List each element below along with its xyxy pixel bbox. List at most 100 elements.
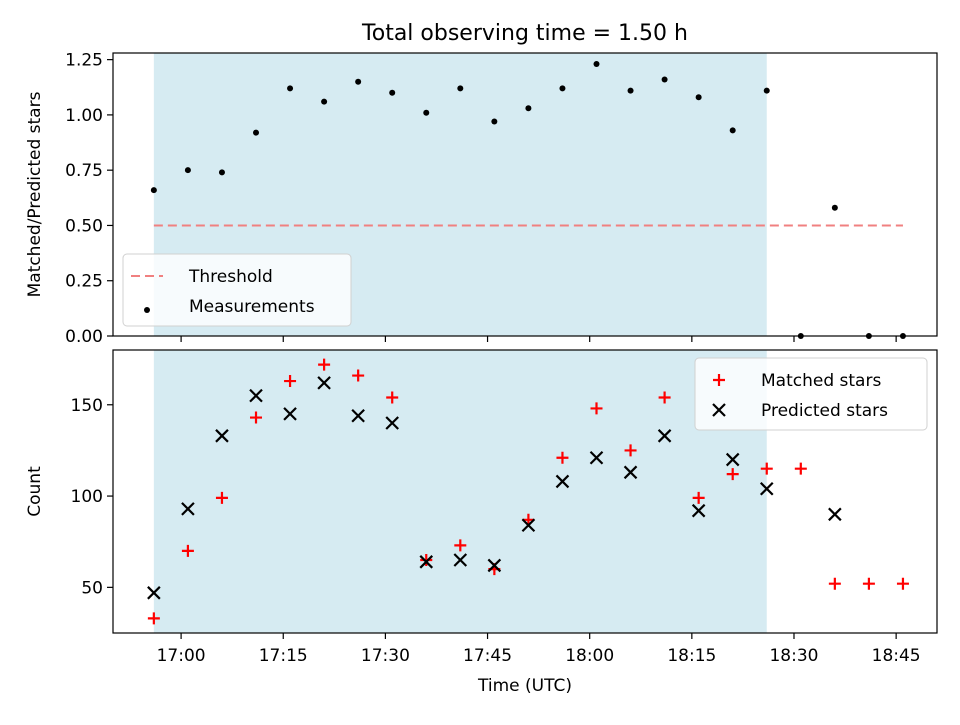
- shaded-span: [153, 350, 767, 633]
- legend: Matched stars Predicted stars: [694, 357, 928, 431]
- chart-title: Total observing time = 1.50 h: [361, 21, 688, 46]
- panel-1: 0.00 0.25 0.50 0.75 1.00 1.25 Matched/Predicte…: [25, 51, 938, 347]
- x-tick-label: 18:15: [667, 646, 716, 666]
- data-point: [321, 98, 328, 105]
- data-point: [351, 408, 365, 423]
- data-point: [386, 391, 399, 404]
- data-point: [250, 411, 263, 424]
- data-point: [794, 462, 807, 475]
- x-tick-label: 17:30: [361, 646, 410, 666]
- data-point: [555, 474, 570, 489]
- y-tick-label: 1.00: [65, 106, 103, 126]
- data-point: [896, 577, 909, 590]
- series-predicted-stars: [147, 376, 842, 600]
- data-point: [487, 558, 502, 573]
- axes-frame: [112, 349, 938, 634]
- data-point: [284, 375, 297, 388]
- data-point: [181, 544, 194, 557]
- data-point: [352, 369, 365, 382]
- data-point: [287, 85, 294, 92]
- data-point: [525, 105, 532, 112]
- y-tick-label: 1.25: [65, 51, 103, 71]
- x-tick-label: 18:45: [872, 646, 921, 666]
- data-point: [623, 465, 638, 480]
- y-tick-label: 50: [81, 578, 103, 598]
- data-point: [831, 204, 838, 211]
- data-point: [423, 109, 430, 116]
- x-axis-label: Time (UTC): [477, 676, 572, 696]
- data-point: [828, 507, 842, 522]
- data-point: [355, 78, 362, 85]
- data-point: [661, 76, 668, 83]
- x-tick-label: 17:15: [259, 646, 308, 666]
- y-tick-label: 100: [71, 487, 103, 507]
- data-point: [453, 553, 468, 567]
- data-point: [215, 429, 229, 443]
- data-point: [249, 388, 263, 403]
- data-point: [593, 61, 600, 68]
- legend-box: [122, 253, 352, 327]
- data-point: [457, 85, 464, 92]
- data-point: [627, 87, 634, 94]
- data-point: [862, 577, 875, 590]
- data-point: [763, 87, 770, 94]
- data-point: [590, 402, 603, 415]
- x-tick-label: 17:00: [157, 646, 206, 666]
- data-point: [454, 539, 467, 552]
- legend-label: Threshold: [188, 267, 273, 287]
- data-point: [589, 450, 604, 465]
- data-point: [759, 481, 774, 496]
- data-point: [181, 502, 195, 516]
- data-point: [215, 491, 228, 504]
- data-point: [150, 187, 157, 194]
- data-point: [657, 429, 672, 443]
- legend-label: Measurements: [189, 297, 315, 317]
- data-point: [691, 503, 706, 518]
- y-tick-label: 0.75: [65, 161, 103, 181]
- panel-2: 50 100 150 17:00 17:15 17:30 17:45 18:00 18:15 18…: [25, 349, 938, 696]
- data-point: [147, 586, 161, 600]
- series-measurements: [150, 61, 906, 339]
- data-point: [218, 169, 225, 176]
- data-point: [729, 127, 736, 134]
- data-point: [828, 577, 841, 590]
- data-point: [147, 612, 160, 625]
- y-tick-label: 0.25: [65, 272, 103, 292]
- legend-label: Predicted stars: [761, 401, 888, 421]
- data-point: [419, 555, 434, 569]
- data-point: [420, 553, 433, 566]
- data-point: [389, 89, 396, 96]
- x-tick-label: 18:00: [565, 646, 614, 666]
- data-point: [521, 518, 536, 533]
- data-point: [283, 407, 297, 421]
- axes-frame: [112, 52, 938, 337]
- x-tick-label: 17:45: [463, 646, 512, 666]
- data-point: [253, 129, 260, 136]
- data-point: [624, 444, 637, 457]
- legend-box: [694, 357, 928, 431]
- x-tick-label: 18:30: [769, 646, 818, 666]
- data-point: [317, 376, 331, 390]
- data-point: [760, 462, 773, 475]
- legend: Threshold Measurements: [122, 253, 352, 327]
- data-point: [318, 358, 331, 371]
- y-tick-label: 0.00: [65, 327, 103, 347]
- y-tick-label: 150: [71, 396, 103, 416]
- y-axis-label: Count: [25, 466, 45, 517]
- data-point: [725, 452, 740, 467]
- data-point: [491, 118, 498, 125]
- data-point: [658, 391, 671, 404]
- data-point: [726, 468, 739, 481]
- data-point: [556, 451, 569, 464]
- data-point: [695, 94, 702, 101]
- data-point: [184, 167, 191, 174]
- y-axis-label: Matched/Predicted stars: [25, 91, 45, 297]
- data-point: [385, 416, 399, 430]
- legend-marker: [713, 374, 725, 386]
- legend-marker: [712, 403, 726, 417]
- y-tick-label: 0.50: [65, 216, 103, 236]
- legend-marker: [144, 307, 150, 313]
- data-point: [692, 491, 705, 504]
- legend-label: Matched stars: [761, 371, 881, 391]
